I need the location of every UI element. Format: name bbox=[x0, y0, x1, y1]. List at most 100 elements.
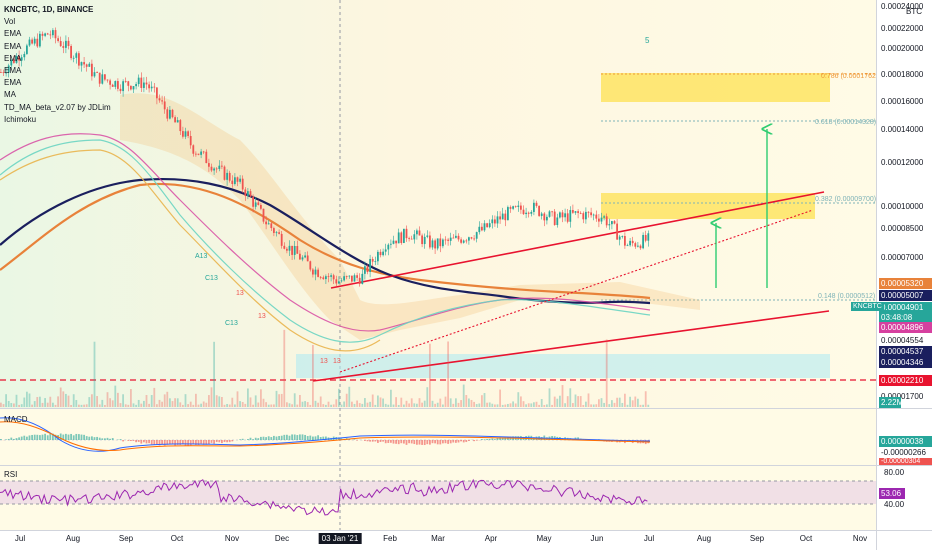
candle-body bbox=[509, 207, 512, 209]
price-tick: 0.00022000 bbox=[881, 24, 924, 33]
candle-body bbox=[639, 245, 642, 249]
legend-item[interactable]: MA bbox=[4, 90, 16, 100]
volume-bar bbox=[122, 394, 124, 407]
candle-body bbox=[67, 40, 70, 47]
candle-body bbox=[481, 226, 483, 231]
volume-bar bbox=[348, 386, 351, 407]
candle-body bbox=[200, 151, 202, 155]
time-tick: Aug bbox=[65, 534, 81, 543]
volume-bar bbox=[184, 394, 187, 407]
volume-bar bbox=[62, 391, 65, 407]
volume-bar bbox=[572, 403, 574, 407]
volume-bar bbox=[135, 404, 137, 407]
legend-item[interactable]: EMA bbox=[4, 29, 22, 39]
volume-bar bbox=[0, 402, 2, 407]
macd-hist-bar bbox=[52, 433, 54, 440]
volume-bar bbox=[392, 404, 395, 407]
candle-body bbox=[520, 205, 522, 210]
candle-body bbox=[499, 216, 501, 220]
volume-bar bbox=[13, 403, 15, 407]
macd-hist-bar bbox=[54, 434, 57, 440]
candle-body bbox=[405, 228, 408, 239]
legend-item[interactable]: EMA bbox=[4, 41, 22, 51]
candle-body bbox=[361, 273, 364, 284]
volume-bar bbox=[241, 402, 244, 407]
volume-bar bbox=[501, 404, 504, 407]
candle-body bbox=[205, 151, 208, 164]
legend-item[interactable]: Ichimoku bbox=[4, 114, 37, 124]
candle-body bbox=[608, 224, 611, 226]
candle-body bbox=[457, 235, 460, 240]
price-tag: 0.00004896 bbox=[879, 322, 932, 333]
volume-bar bbox=[309, 404, 312, 407]
indicator-legend: KNCBTC, 1D, BINANCE Vol EMA EMA EMA EMA … bbox=[4, 4, 111, 126]
macd-hist-bar bbox=[494, 439, 496, 440]
volume-bar bbox=[148, 403, 150, 407]
candle-body bbox=[369, 258, 371, 272]
candle-body bbox=[267, 223, 270, 225]
macd-hist-bar bbox=[278, 436, 280, 440]
macd-hist-bar bbox=[184, 440, 187, 446]
volume-bar bbox=[85, 404, 88, 407]
macd-hist-bar bbox=[413, 440, 416, 445]
volume-bar bbox=[605, 339, 608, 407]
volume-bar bbox=[286, 402, 288, 407]
time-tick: Sep bbox=[118, 534, 134, 543]
candle-body bbox=[460, 239, 462, 243]
volume-bar bbox=[473, 401, 475, 407]
volume-bar bbox=[410, 398, 413, 407]
legend-item[interactable]: EMA bbox=[4, 66, 22, 76]
legend-item[interactable]: Vol bbox=[4, 17, 16, 27]
volume-bar bbox=[377, 395, 379, 407]
time-tick: Jun bbox=[590, 534, 604, 543]
rsi-tick: 80.00 bbox=[884, 468, 905, 477]
macd-hist-bar bbox=[91, 436, 93, 440]
macd-hist-bar bbox=[20, 436, 23, 440]
candle-body bbox=[226, 172, 228, 180]
volume-bar bbox=[49, 396, 52, 407]
candle-body bbox=[395, 240, 397, 244]
candle-body bbox=[535, 202, 538, 206]
td-marker: C13 bbox=[205, 275, 218, 282]
candlesticks bbox=[0, 27, 650, 287]
candle-body bbox=[374, 261, 377, 263]
volume-bar bbox=[592, 404, 595, 407]
volume-bar bbox=[166, 391, 169, 407]
macd-title[interactable]: MACD bbox=[4, 415, 28, 424]
candle-body bbox=[132, 86, 135, 90]
candle-body bbox=[587, 211, 590, 213]
volume-bar bbox=[364, 398, 366, 407]
time-tick: Apr bbox=[484, 534, 498, 543]
macd-hist-bar bbox=[98, 437, 101, 440]
rsi-pane[interactable] bbox=[0, 478, 876, 516]
symbol-title[interactable]: KNCBTC, 1D, BINANCE bbox=[4, 5, 94, 14]
candle-body bbox=[223, 166, 226, 180]
macd-hist-bar bbox=[267, 436, 270, 440]
volume-bar bbox=[356, 400, 358, 407]
candle-body bbox=[530, 211, 533, 214]
volume-bar bbox=[488, 402, 491, 407]
volume-bar bbox=[265, 402, 267, 407]
volume-bar bbox=[39, 396, 41, 407]
fib-zone-upper bbox=[601, 73, 830, 102]
volume-bar bbox=[244, 403, 247, 407]
macd-hist-bar bbox=[275, 436, 278, 440]
volume-bar bbox=[270, 404, 273, 407]
candle-body bbox=[72, 57, 75, 59]
volume-bar bbox=[291, 404, 293, 407]
legend-item[interactable]: TD_MA_beta_v2.07 by JDLim bbox=[4, 102, 111, 112]
volume-bar bbox=[629, 396, 631, 407]
volume-bar bbox=[582, 404, 585, 407]
macd-hist-bar bbox=[488, 438, 491, 440]
macd-hist-bar bbox=[7, 438, 10, 440]
candle-body bbox=[556, 217, 559, 226]
rsi-title[interactable]: RSI bbox=[4, 470, 18, 479]
macd-pane[interactable] bbox=[0, 417, 651, 452]
volume-bar bbox=[481, 395, 483, 407]
legend-item[interactable]: EMA bbox=[4, 78, 22, 88]
volume-bar bbox=[538, 404, 540, 407]
volume-bar bbox=[319, 396, 322, 407]
legend-item[interactable]: EMA bbox=[4, 53, 22, 63]
macd-hist-bar bbox=[429, 440, 431, 445]
